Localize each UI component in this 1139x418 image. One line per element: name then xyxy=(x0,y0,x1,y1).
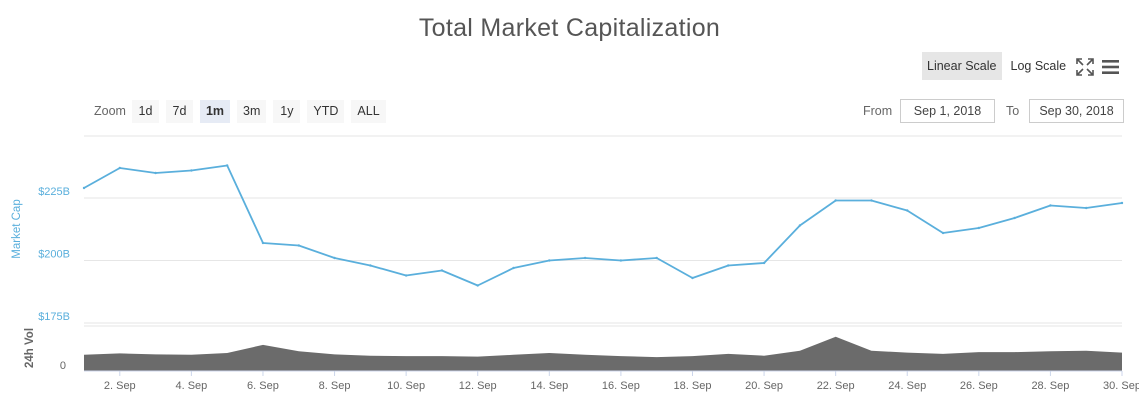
data-point xyxy=(476,284,479,287)
from-label: From xyxy=(863,104,893,118)
data-point xyxy=(82,186,86,190)
volume-area xyxy=(84,325,1122,372)
zoom-all-button[interactable]: ALL xyxy=(351,99,386,123)
data-point xyxy=(154,171,157,175)
x-tick-label: 24. Sep xyxy=(888,380,926,392)
y-tick-label: $200B xyxy=(38,249,70,261)
market-cap-line xyxy=(82,164,1124,287)
gridlines xyxy=(84,197,1122,324)
log-scale-button[interactable]: Log Scale xyxy=(1010,59,1067,73)
data-point xyxy=(118,166,121,170)
x-tick-label: 16. Sep xyxy=(602,380,640,392)
data-point xyxy=(333,256,336,260)
data-point xyxy=(870,199,873,202)
zoom-7d-button[interactable]: 7d xyxy=(165,99,193,123)
volume-axis-label: 24h Vol xyxy=(24,328,36,368)
scale-toggle: Linear Scale Log Scale xyxy=(922,52,1071,80)
x-tick-label: 28. Sep xyxy=(1031,380,1069,392)
x-tick-label: 6. Sep xyxy=(247,380,279,392)
data-point xyxy=(762,261,766,265)
data-point xyxy=(691,276,694,280)
series-area-volume xyxy=(84,336,1122,371)
data-point xyxy=(727,264,730,267)
y-tick-label: $225B xyxy=(38,186,70,198)
data-point xyxy=(225,164,229,167)
x-tick-label: 8. Sep xyxy=(319,380,351,392)
menu-icon[interactable] xyxy=(1101,57,1121,77)
y-tick-label: $175B xyxy=(38,311,70,323)
series-line-market-cap xyxy=(83,164,1123,287)
zoom-1m-button[interactable]: 1m xyxy=(199,99,231,123)
zoom-bar: Zoom 1d 7d 1m 3m 1y YTD ALL xyxy=(88,99,393,123)
data-point xyxy=(655,256,658,260)
data-point xyxy=(440,269,444,272)
fullscreen-icon[interactable] xyxy=(1075,57,1095,77)
x-tick-label: 20. Sep xyxy=(745,380,783,392)
zoom-1y-button[interactable]: 1y xyxy=(273,99,301,123)
data-point xyxy=(798,224,802,227)
x-tick-label: 12. Sep xyxy=(459,380,497,392)
zoom-ytd-button[interactable]: YTD xyxy=(307,99,345,123)
data-point xyxy=(548,259,551,262)
x-tick-label: 18. Sep xyxy=(674,380,712,392)
volume-axis-tick: 0 xyxy=(60,360,66,372)
zoom-label: Zoom xyxy=(94,104,126,118)
zoom-3m-button[interactable]: 3m xyxy=(237,99,267,123)
x-tick-label: 4. Sep xyxy=(175,380,207,392)
x-tick-label: 10. Sep xyxy=(387,380,425,392)
x-tick-label: 2. Sep xyxy=(104,380,136,392)
data-point xyxy=(369,264,372,267)
x-tick-label: 26. Sep xyxy=(960,380,998,392)
data-point xyxy=(261,241,265,245)
data-point xyxy=(1013,216,1016,220)
data-point xyxy=(190,169,193,172)
data-point xyxy=(297,244,300,247)
data-point xyxy=(906,209,909,212)
x-tick-label: 22. Sep xyxy=(817,380,855,392)
data-point xyxy=(1085,206,1088,210)
x-tick-label: 14. Sep xyxy=(530,380,568,392)
data-point xyxy=(404,274,408,277)
data-point xyxy=(834,199,837,202)
to-date-input[interactable]: Sep 30, 2018 xyxy=(1029,99,1124,123)
data-point xyxy=(977,226,981,230)
x-tick-label: 30. Sep xyxy=(1103,380,1139,392)
y-axis-label: Market Cap xyxy=(11,199,23,258)
y-axis-ticks: $175B $200B $225B xyxy=(38,186,70,323)
from-date-input[interactable]: Sep 1, 2018 xyxy=(900,99,995,123)
data-point xyxy=(583,256,587,260)
to-label: To xyxy=(1006,104,1020,118)
data-point xyxy=(941,231,945,235)
x-axis-ticks: 2. Sep 4. Sep 6. Sep 8. Sep 10. Sep 12. Sep 14… xyxy=(104,371,1139,392)
zoom-1d-button[interactable]: 1d xyxy=(131,99,159,123)
data-point xyxy=(1049,204,1052,207)
linear-scale-button[interactable]: Linear Scale xyxy=(922,52,1002,80)
data-point xyxy=(619,259,623,262)
data-point xyxy=(512,266,515,270)
chart-title: Total Market Capitalization xyxy=(418,14,721,42)
data-point xyxy=(1120,201,1124,205)
